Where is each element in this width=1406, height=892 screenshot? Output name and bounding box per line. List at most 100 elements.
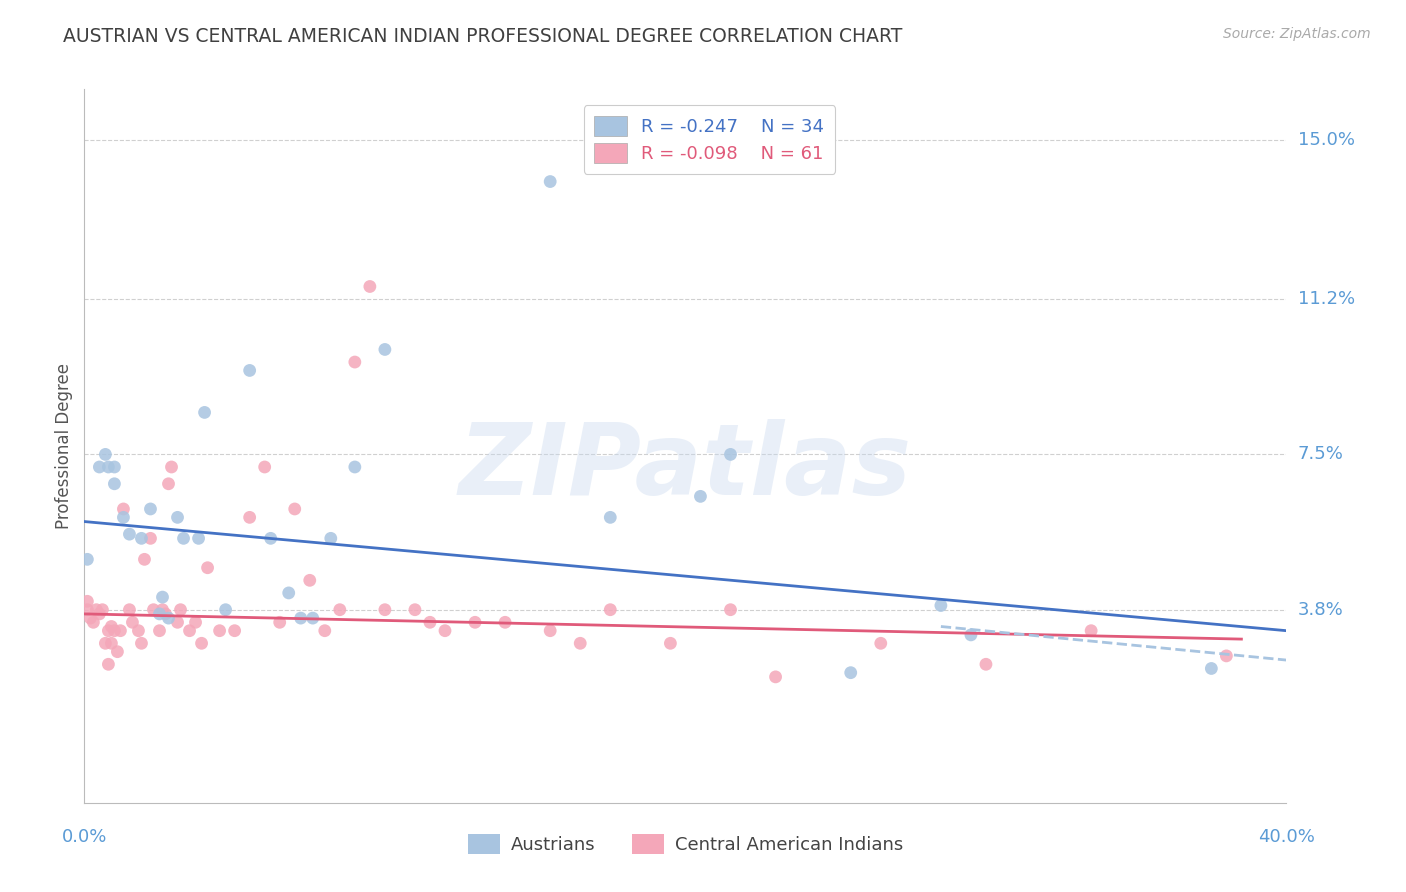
Point — [127, 624, 149, 638]
Point — [419, 615, 441, 630]
Point — [97, 657, 120, 672]
Point — [314, 624, 336, 638]
Point — [290, 611, 312, 625]
Point — [110, 624, 132, 638]
Point — [208, 624, 231, 638]
Text: 3.8%: 3.8% — [1298, 600, 1343, 619]
Point — [152, 590, 174, 604]
Point — [301, 611, 323, 625]
Point — [869, 636, 891, 650]
Point — [97, 624, 120, 638]
Point — [974, 657, 997, 672]
Point — [142, 603, 165, 617]
Point — [152, 603, 174, 617]
Point — [134, 552, 156, 566]
Point — [112, 510, 135, 524]
Point — [166, 510, 188, 524]
Text: 7.5%: 7.5% — [1298, 445, 1344, 464]
Point — [253, 460, 276, 475]
Point — [319, 532, 342, 546]
Point — [194, 405, 217, 419]
Point — [374, 343, 396, 357]
Point — [659, 636, 682, 650]
Point — [166, 615, 188, 630]
Point — [359, 279, 381, 293]
Point — [179, 624, 201, 638]
Point — [599, 510, 621, 524]
Point — [86, 603, 108, 617]
Point — [160, 460, 183, 475]
Point — [76, 552, 98, 566]
Y-axis label: Professional Degree: Professional Degree — [55, 363, 73, 529]
Point — [689, 489, 711, 503]
Point — [224, 624, 246, 638]
Point — [103, 624, 125, 638]
Text: ZIPatlas: ZIPatlas — [458, 419, 912, 516]
Point — [197, 560, 219, 574]
Point — [374, 603, 396, 617]
Point — [107, 645, 129, 659]
Point — [298, 574, 321, 588]
Point — [277, 586, 299, 600]
Point — [1215, 648, 1237, 663]
Point — [569, 636, 592, 650]
Point — [239, 363, 262, 377]
Point — [720, 447, 742, 461]
Point — [494, 615, 516, 630]
Point — [260, 532, 283, 546]
Point — [960, 628, 983, 642]
Text: 40.0%: 40.0% — [1258, 828, 1315, 846]
Point — [157, 611, 180, 625]
Point — [184, 615, 207, 630]
Point — [82, 615, 104, 630]
Point — [91, 603, 114, 617]
Point — [329, 603, 352, 617]
Text: AUSTRIAN VS CENTRAL AMERICAN INDIAN PROFESSIONAL DEGREE CORRELATION CHART: AUSTRIAN VS CENTRAL AMERICAN INDIAN PROF… — [63, 27, 903, 45]
Point — [404, 603, 426, 617]
Point — [720, 603, 742, 617]
Point — [1080, 624, 1102, 638]
Point — [148, 624, 170, 638]
Point — [131, 636, 153, 650]
Point — [599, 603, 621, 617]
Point — [131, 532, 153, 546]
Point — [121, 615, 143, 630]
Text: 0.0%: 0.0% — [62, 828, 107, 846]
Point — [118, 603, 141, 617]
Point — [434, 624, 457, 638]
Point — [157, 476, 180, 491]
Point — [76, 603, 98, 617]
Point — [103, 476, 125, 491]
Point — [79, 611, 101, 625]
Point — [118, 527, 141, 541]
Point — [94, 447, 117, 461]
Text: Source: ZipAtlas.com: Source: ZipAtlas.com — [1223, 27, 1371, 41]
Point — [839, 665, 862, 680]
Point — [97, 460, 120, 475]
Point — [155, 607, 177, 621]
Point — [94, 636, 117, 650]
Point — [239, 510, 262, 524]
Point — [269, 615, 291, 630]
Point — [89, 607, 111, 621]
Point — [169, 603, 191, 617]
Point — [765, 670, 787, 684]
Point — [173, 532, 195, 546]
Point — [139, 532, 162, 546]
Point — [100, 636, 122, 650]
Point — [187, 532, 209, 546]
Point — [343, 355, 366, 369]
Point — [190, 636, 212, 650]
Point — [76, 594, 98, 608]
Text: 11.2%: 11.2% — [1298, 290, 1355, 308]
Point — [148, 607, 170, 621]
Point — [112, 502, 135, 516]
Legend: Austrians, Central American Indians: Austrians, Central American Indians — [460, 827, 911, 862]
Point — [929, 599, 952, 613]
Point — [139, 502, 162, 516]
Text: 15.0%: 15.0% — [1298, 130, 1354, 149]
Point — [538, 175, 561, 189]
Point — [100, 619, 122, 633]
Point — [538, 624, 561, 638]
Point — [1201, 661, 1223, 675]
